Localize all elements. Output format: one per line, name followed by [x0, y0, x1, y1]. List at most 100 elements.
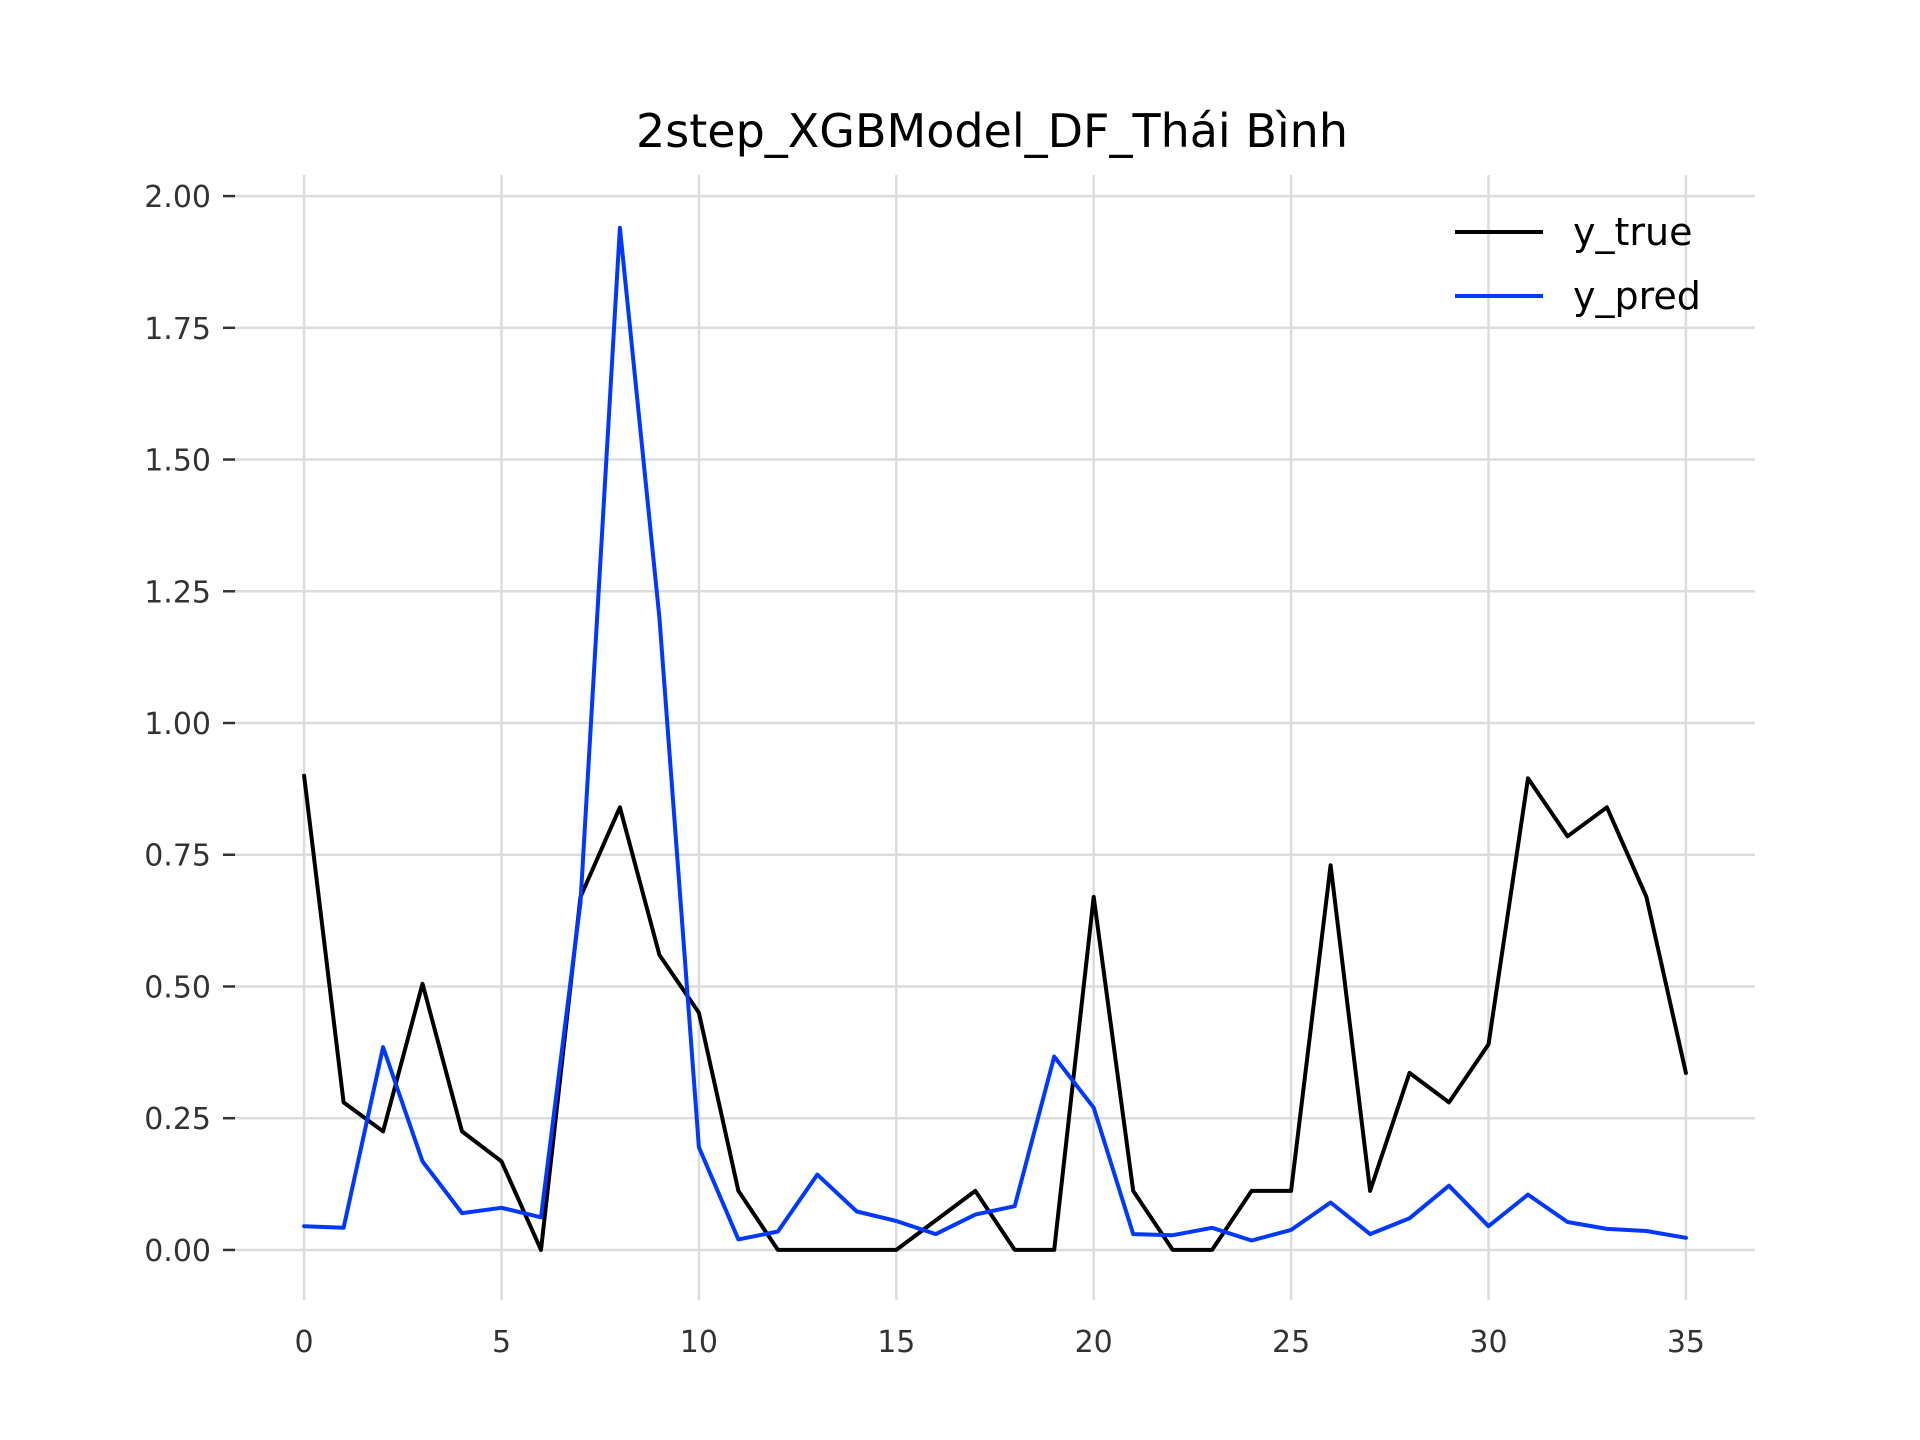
x-tick-label: 0: [295, 1325, 314, 1360]
data-point: [972, 1212, 978, 1218]
series-layer: [301, 225, 1689, 1253]
data-point: [617, 225, 623, 231]
data-point: [1446, 1183, 1452, 1189]
x-tick-label: 20: [1075, 1325, 1113, 1360]
data-point: [341, 1225, 347, 1231]
x-axis: 0 5 10 15 20 25 30 35: [295, 1325, 1705, 1360]
legend-label: y_true: [1573, 210, 1692, 254]
data-point: [735, 1236, 741, 1242]
data-point: [1170, 1232, 1176, 1238]
data-point: [696, 1010, 702, 1016]
y-tick-label: 0.25: [144, 1102, 211, 1137]
data-point: [1486, 1223, 1492, 1229]
y-tick-label: 1.00: [144, 707, 211, 742]
x-tick-label: 35: [1667, 1325, 1705, 1360]
data-point: [656, 615, 662, 621]
x-tick-label: 25: [1272, 1325, 1310, 1360]
chart-title: 2step_XGBModel_DF_Thái Bình: [636, 104, 1348, 158]
y-tick-label: 0.75: [144, 839, 211, 874]
data-point: [301, 1223, 307, 1229]
data-point: [577, 899, 583, 905]
data-point: [893, 1218, 899, 1224]
data-point: [775, 1228, 781, 1234]
data-point: [972, 1188, 978, 1194]
data-point: [735, 1188, 741, 1194]
data-point: [1367, 1188, 1373, 1194]
series-line-y-pred: [302, 225, 1688, 1243]
data-point: [1130, 1188, 1136, 1194]
y-axis: 0.00 0.25 0.50 0.75 1.00 1.25 1.50 1.75 2.00: [144, 180, 235, 1269]
data-point: [1209, 1247, 1215, 1253]
data-point: [301, 773, 307, 779]
data-point: [1328, 1200, 1334, 1206]
data-point: [1683, 1070, 1689, 1076]
data-point: [656, 952, 662, 958]
data-point: [893, 1247, 899, 1253]
data-point: [775, 1247, 781, 1253]
data-point: [1051, 1054, 1057, 1060]
data-point: [1012, 1247, 1018, 1253]
x-tick-label: 10: [680, 1325, 718, 1360]
data-point: [420, 1158, 426, 1164]
data-point: [1091, 894, 1097, 900]
data-point: [1051, 1247, 1057, 1253]
data-point: [1170, 1247, 1176, 1253]
data-point: [459, 1128, 465, 1134]
series-y-pred: [301, 225, 1689, 1243]
data-point: [1525, 775, 1531, 781]
data-point: [498, 1205, 504, 1211]
data-point: [696, 1144, 702, 1150]
data-point: [1683, 1235, 1689, 1241]
y-tick-label: 1.25: [144, 575, 211, 610]
series-y-true: [301, 773, 1689, 1253]
data-point: [1604, 1226, 1610, 1232]
y-tick-label: 1.50: [144, 444, 211, 479]
data-point: [1328, 862, 1334, 868]
data-point: [459, 1210, 465, 1216]
data-point: [1525, 1192, 1531, 1198]
data-point: [1486, 1041, 1492, 1047]
data-point: [538, 1214, 544, 1220]
data-point: [498, 1158, 504, 1164]
data-point: [814, 1172, 820, 1178]
y-tick-label: 0.00: [144, 1234, 211, 1269]
data-point: [380, 1128, 386, 1134]
data-point: [1249, 1237, 1255, 1243]
legend: y_true y_pred: [1455, 210, 1701, 318]
data-point: [1564, 1219, 1570, 1225]
data-point: [1407, 1215, 1413, 1221]
data-point: [1249, 1188, 1255, 1194]
data-point: [341, 1099, 347, 1105]
series-line-y-true: [302, 773, 1688, 1252]
data-point: [854, 1247, 860, 1253]
data-point: [1130, 1231, 1136, 1237]
grid: [235, 175, 1755, 1300]
x-tick-label: 15: [877, 1325, 915, 1360]
legend-label: y_pred: [1573, 274, 1701, 318]
data-point: [1643, 1228, 1649, 1234]
data-point: [1209, 1225, 1215, 1231]
y-tick-label: 1.75: [144, 312, 211, 347]
data-point: [1604, 804, 1610, 810]
data-point: [1091, 1105, 1097, 1111]
y-tick-label: 0.50: [144, 970, 211, 1005]
data-point: [1012, 1203, 1018, 1209]
data-point: [538, 1247, 544, 1253]
data-point: [1288, 1188, 1294, 1194]
x-tick-label: 30: [1469, 1325, 1507, 1360]
data-point: [380, 1044, 386, 1050]
data-point: [854, 1208, 860, 1214]
data-point: [1446, 1099, 1452, 1105]
data-point: [1367, 1231, 1373, 1237]
data-point: [1407, 1070, 1413, 1076]
data-point: [617, 804, 623, 810]
data-point: [420, 981, 426, 987]
data-point: [1564, 833, 1570, 839]
data-point: [1643, 894, 1649, 900]
data-point: [933, 1231, 939, 1237]
data-point: [1288, 1227, 1294, 1233]
data-point: [933, 1217, 939, 1223]
y-tick-label: 2.00: [144, 180, 211, 215]
x-tick-label: 5: [492, 1325, 511, 1360]
